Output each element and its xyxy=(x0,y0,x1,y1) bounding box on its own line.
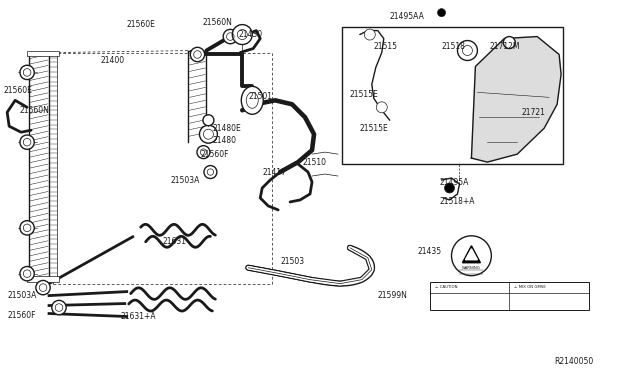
Text: 21599N: 21599N xyxy=(378,291,408,300)
Circle shape xyxy=(200,125,218,143)
Text: 21503A: 21503A xyxy=(7,291,36,300)
Text: 21417: 21417 xyxy=(262,167,286,177)
Text: 21515E: 21515E xyxy=(350,90,379,99)
Text: 21480: 21480 xyxy=(212,136,236,145)
Circle shape xyxy=(232,25,252,45)
Text: 21721: 21721 xyxy=(521,108,545,117)
Bar xyxy=(27,276,59,282)
Text: 21712M: 21712M xyxy=(490,42,520,51)
Circle shape xyxy=(223,29,237,44)
Text: 21430: 21430 xyxy=(238,30,262,39)
Text: 21560F: 21560F xyxy=(7,311,36,320)
Text: 21560N: 21560N xyxy=(202,18,232,27)
Circle shape xyxy=(451,236,492,276)
Circle shape xyxy=(503,36,515,48)
Circle shape xyxy=(445,183,454,193)
Text: 21501: 21501 xyxy=(248,92,272,101)
Ellipse shape xyxy=(241,86,263,114)
Text: ⚠ MIX ON GMSE: ⚠ MIX ON GMSE xyxy=(515,285,546,289)
Circle shape xyxy=(438,9,445,17)
Circle shape xyxy=(20,221,35,235)
Text: ⚠ CAUTION: ⚠ CAUTION xyxy=(435,285,457,289)
Text: 21518+A: 21518+A xyxy=(440,198,475,206)
Circle shape xyxy=(20,65,35,80)
Circle shape xyxy=(20,135,35,149)
Text: 21560E: 21560E xyxy=(3,86,32,95)
Circle shape xyxy=(36,280,50,295)
Circle shape xyxy=(190,47,205,62)
Text: 21631+A: 21631+A xyxy=(121,312,156,321)
Circle shape xyxy=(52,300,66,315)
Polygon shape xyxy=(472,36,561,162)
Text: 21480E: 21480E xyxy=(212,124,241,133)
Text: 21495A: 21495A xyxy=(440,177,469,186)
Polygon shape xyxy=(465,249,477,260)
Text: R2140050: R2140050 xyxy=(554,357,593,366)
Circle shape xyxy=(20,266,35,281)
Bar xyxy=(29,52,49,280)
Circle shape xyxy=(376,102,387,113)
Bar xyxy=(342,26,563,164)
Circle shape xyxy=(203,115,214,126)
Bar xyxy=(429,282,589,310)
Circle shape xyxy=(364,29,375,40)
Bar xyxy=(27,51,59,57)
Polygon shape xyxy=(463,246,481,263)
Circle shape xyxy=(197,146,210,158)
Circle shape xyxy=(458,41,477,61)
Text: 21560E: 21560E xyxy=(127,20,156,29)
Text: 21495AA: 21495AA xyxy=(390,12,424,21)
Text: 21435: 21435 xyxy=(418,247,442,256)
Text: 21631: 21631 xyxy=(163,237,187,246)
Text: 21560N: 21560N xyxy=(19,106,49,115)
Text: 21518: 21518 xyxy=(442,42,465,51)
Text: 21515E: 21515E xyxy=(360,124,388,133)
Text: 21503A: 21503A xyxy=(171,176,200,185)
Text: 21510: 21510 xyxy=(302,158,326,167)
Circle shape xyxy=(204,166,217,179)
Text: 21400: 21400 xyxy=(101,56,125,65)
Text: WARNING: WARNING xyxy=(462,266,481,270)
Text: 21560F: 21560F xyxy=(200,150,229,158)
Text: 21515: 21515 xyxy=(374,42,398,51)
Text: 21503: 21503 xyxy=(280,257,304,266)
